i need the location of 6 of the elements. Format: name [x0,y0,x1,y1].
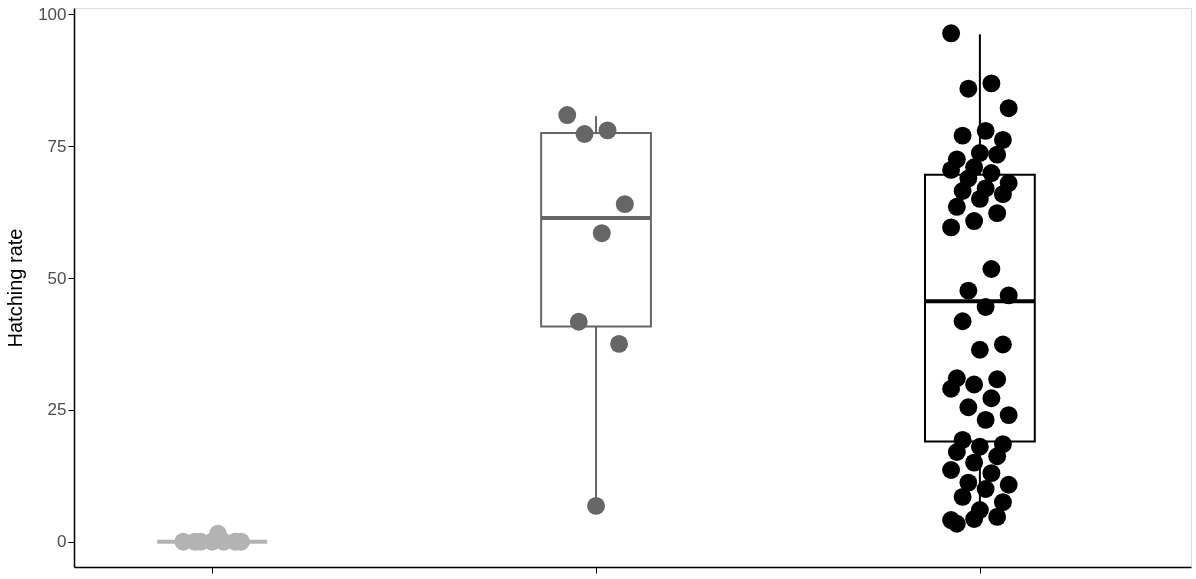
y-tick-label: 50 [47,268,67,288]
y-tick-label: 75 [47,136,67,156]
y-tick-label: 100 [38,4,67,24]
y-axis-title: Hatching rate [4,228,27,348]
y-tick-label: 25 [47,400,67,420]
y-tick-label: 0 [57,532,67,552]
